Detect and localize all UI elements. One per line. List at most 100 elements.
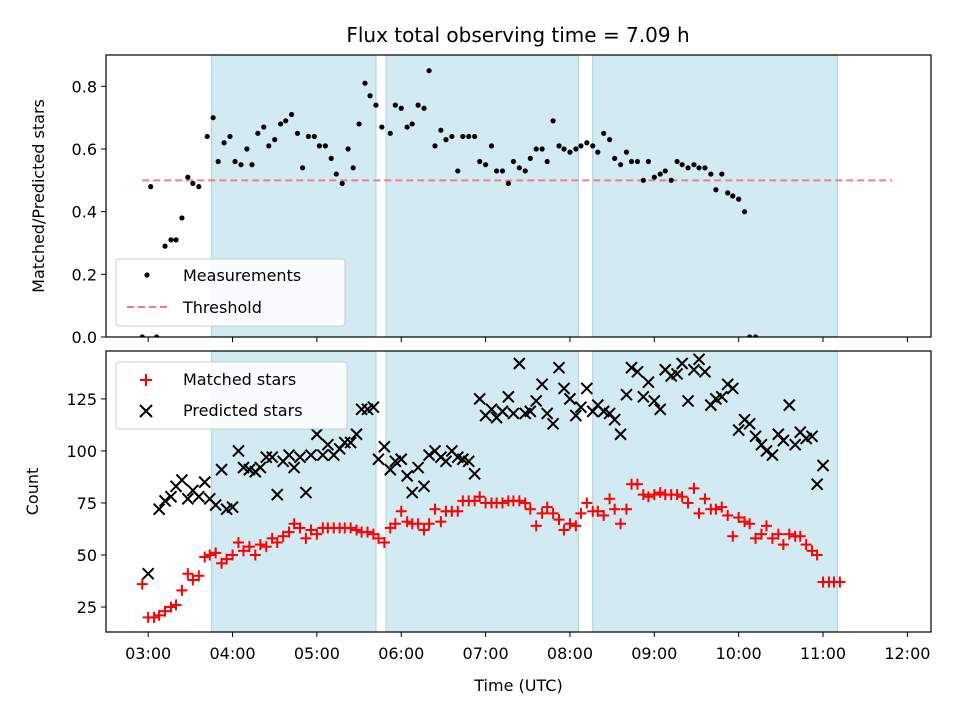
predicted-star-point bbox=[557, 382, 571, 395]
cross-b bbox=[603, 407, 616, 420]
predicted-star-point bbox=[344, 436, 357, 449]
matched-star-point bbox=[733, 512, 745, 524]
matched-star-point bbox=[283, 526, 295, 538]
cross-b bbox=[321, 438, 335, 451]
legend-label-matched: Matched stars bbox=[183, 370, 296, 389]
predicted-star-point bbox=[462, 455, 475, 468]
matched-star-point bbox=[581, 497, 593, 509]
predicted-star-point bbox=[164, 490, 178, 503]
matched-star-point bbox=[688, 482, 700, 494]
measurement-point bbox=[657, 171, 663, 177]
x-tick-label: 09:00 bbox=[631, 644, 677, 663]
cross-b bbox=[654, 403, 667, 416]
cross-b bbox=[513, 357, 526, 370]
cross-b bbox=[546, 417, 560, 431]
cross-b bbox=[232, 444, 245, 458]
predicted-star-point bbox=[384, 463, 397, 476]
predicted-star-point bbox=[760, 444, 773, 458]
matched-star-point bbox=[513, 495, 525, 507]
matched-star-point bbox=[536, 507, 548, 519]
measurement-point bbox=[567, 149, 573, 155]
matched-star-point bbox=[631, 478, 643, 490]
matched-star-point bbox=[777, 539, 789, 551]
measurement-point bbox=[210, 115, 216, 121]
cross-b bbox=[670, 367, 684, 381]
predicted-star-point bbox=[299, 486, 313, 499]
cross-b bbox=[614, 428, 627, 441]
cross-b bbox=[681, 394, 695, 408]
measurement-point bbox=[719, 171, 725, 177]
matched-star-point bbox=[682, 497, 694, 509]
predicted-star-point bbox=[569, 409, 583, 422]
y-tick-label: 0.8 bbox=[72, 77, 97, 96]
measurement-point bbox=[244, 146, 250, 152]
cross-b bbox=[139, 404, 153, 418]
cross-b bbox=[766, 448, 779, 462]
cross-b bbox=[608, 413, 621, 426]
matched-star-point bbox=[671, 489, 683, 501]
predicted-star-point bbox=[535, 378, 549, 391]
matched-star-point bbox=[800, 539, 812, 551]
predicted-star-point bbox=[743, 417, 756, 431]
observing-interval-band bbox=[385, 350, 579, 633]
measurement-point bbox=[443, 137, 449, 143]
measurement-point bbox=[272, 137, 278, 143]
cross-b bbox=[574, 400, 588, 414]
matched-star-point bbox=[676, 491, 688, 503]
matched-star-point bbox=[372, 532, 384, 544]
matched-star-point bbox=[271, 536, 283, 548]
matched-star-point bbox=[637, 489, 649, 501]
measurement-point bbox=[573, 146, 579, 152]
predicted-star-point bbox=[648, 394, 661, 408]
measurement-point bbox=[362, 80, 368, 86]
matched-star-point bbox=[311, 528, 323, 540]
measurement-point bbox=[713, 187, 719, 193]
predicted-star-point bbox=[552, 361, 566, 374]
measurement-point bbox=[472, 133, 478, 140]
matched-star-point bbox=[249, 549, 261, 561]
measurement-point bbox=[148, 184, 154, 190]
measurement-point bbox=[190, 180, 196, 187]
matched-star-point bbox=[260, 541, 272, 553]
predicted-star-point bbox=[810, 478, 824, 491]
cross-b bbox=[625, 361, 638, 374]
matched-star-point bbox=[474, 491, 486, 503]
measurement-point bbox=[249, 162, 255, 168]
legend-marker-measurements bbox=[144, 272, 150, 278]
measurement-point bbox=[477, 158, 483, 165]
matched-star-point bbox=[227, 549, 239, 561]
predicted-star-point bbox=[417, 480, 431, 493]
cross-b bbox=[265, 450, 279, 464]
measurement-point bbox=[345, 146, 351, 152]
measurement-point bbox=[266, 143, 272, 149]
matched-star-point bbox=[620, 503, 632, 515]
cross-b bbox=[507, 407, 520, 420]
measurement-point bbox=[421, 105, 427, 111]
cross-b bbox=[271, 488, 284, 501]
predicted-star-point bbox=[513, 357, 526, 370]
cross-b bbox=[524, 405, 537, 418]
predicted-star-point bbox=[282, 448, 296, 462]
matched-star-point bbox=[423, 518, 435, 530]
matched-star-point bbox=[530, 520, 542, 532]
cross-b bbox=[287, 461, 301, 474]
cross-b bbox=[473, 392, 486, 406]
predicted-star-point bbox=[637, 390, 650, 403]
measurement-point bbox=[404, 124, 410, 130]
legend-label-predicted: Predicted stars bbox=[183, 401, 303, 420]
predicted-star-point bbox=[293, 450, 307, 464]
cross-b bbox=[164, 490, 178, 503]
measurement-point bbox=[196, 184, 202, 190]
measurement-point bbox=[505, 180, 511, 187]
x-tick-label: 04:00 bbox=[209, 644, 255, 663]
measurement-point bbox=[204, 133, 210, 140]
measurement-point bbox=[499, 168, 506, 174]
measurement-point bbox=[409, 121, 415, 127]
cross-b bbox=[783, 398, 796, 412]
y-tick-label: 75 bbox=[77, 494, 97, 513]
matched-star-point bbox=[564, 518, 576, 530]
cross-b bbox=[675, 357, 689, 370]
cross-b bbox=[569, 409, 583, 422]
legend-marker-predicted bbox=[139, 404, 153, 418]
predicted-star-point bbox=[304, 448, 318, 462]
